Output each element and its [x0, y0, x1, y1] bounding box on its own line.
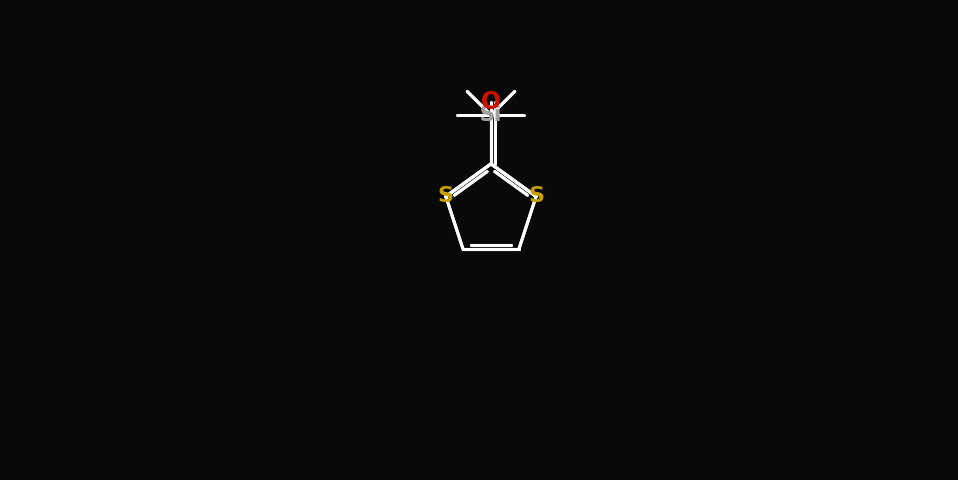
Text: O: O [481, 90, 501, 114]
Text: Si: Si [480, 105, 502, 125]
Text: S: S [438, 186, 454, 206]
Text: Si: Si [480, 105, 502, 125]
Text: S: S [528, 186, 544, 206]
